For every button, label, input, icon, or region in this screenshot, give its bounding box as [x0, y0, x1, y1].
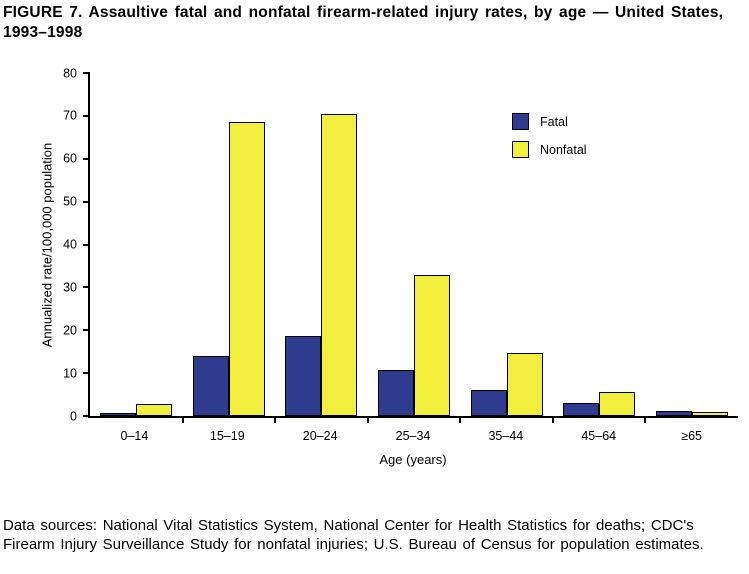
y-axis: 0 10 20 30 40 50 60 70 80 [30, 67, 90, 422]
legend-swatch-fatal [512, 113, 529, 130]
legend-label: Nonfatal [540, 142, 587, 157]
legend-swatch-nonfatal [512, 141, 529, 158]
bar-fatal [192, 355, 229, 416]
figure-title: FIGURE 7. Assaultive fatal and nonfatal … [3, 4, 724, 42]
bar-fatal [100, 413, 137, 416]
y-tick [83, 329, 90, 332]
bar-nonfatal [228, 122, 265, 416]
bar-nonfatal [414, 275, 451, 416]
y-tick [83, 286, 90, 289]
bar-group [275, 73, 368, 416]
y-tick [83, 157, 90, 160]
x-tick [551, 416, 554, 423]
y-tick-label: 50 [63, 194, 77, 209]
y-tick-label: 30 [63, 280, 77, 295]
legend-label: Fatal [540, 114, 568, 129]
bar-group [553, 73, 646, 416]
y-tick-label: 70 [63, 108, 77, 123]
bar-fatal [563, 403, 600, 416]
data-sources-note: Data sources: National Vital Statistics … [3, 517, 704, 553]
y-tick-label: 40 [63, 237, 77, 252]
y-tick-label: 0 [70, 408, 77, 423]
y-tick [83, 243, 90, 246]
bar-group [368, 73, 461, 416]
x-tick-label: 0–14 [120, 429, 149, 443]
bar-fatal [470, 390, 507, 416]
legend-entry: Fatal [512, 113, 587, 130]
x-tick-label: 45–64 [581, 429, 617, 443]
bar-nonfatal [321, 113, 358, 416]
bar-fatal [378, 370, 415, 416]
x-axis-labels: 0–14 15–19 20–24 25–34 35–44 45–64 ≥65 [88, 429, 738, 443]
x-tick-label: 20–24 [302, 429, 338, 443]
y-tick-label: 10 [63, 365, 77, 380]
x-tick-label: 25–34 [395, 429, 431, 443]
plot-area: 0 10 20 30 40 50 60 70 80 Fatal Nonfatal [63, 67, 738, 423]
bar-group [183, 73, 276, 416]
y-tick [83, 114, 90, 117]
bar-group [90, 73, 183, 416]
y-tick-label: 20 [63, 323, 77, 337]
x-tick [366, 416, 369, 423]
bar-nonfatal [599, 391, 636, 416]
legend: Fatal Nonfatal [512, 113, 587, 169]
x-tick [459, 416, 462, 423]
y-tick [83, 200, 90, 203]
x-axis-label: Age (years) [379, 452, 447, 467]
legend-entry: Nonfatal [512, 141, 587, 158]
x-tick [181, 416, 184, 423]
bar-fatal [655, 410, 692, 416]
bar-groups [90, 73, 738, 416]
y-tick-label: 80 [63, 65, 77, 80]
bar-fatal [285, 336, 322, 416]
bar-group [460, 73, 553, 416]
x-tick [274, 416, 277, 423]
bar-group [645, 73, 738, 416]
bar-nonfatal [691, 412, 728, 416]
y-tick [83, 372, 90, 375]
y-tick [83, 72, 90, 74]
y-tick-label: 60 [63, 151, 77, 166]
x-tick-label: 15–19 [209, 429, 245, 443]
x-tick-label: ≥65 [681, 429, 702, 443]
x-axis-ticks [90, 416, 738, 424]
bar-nonfatal [136, 404, 173, 416]
x-tick-label: 35–44 [488, 429, 524, 443]
x-tick [644, 416, 647, 423]
bar-nonfatal [506, 353, 543, 416]
y-tick [83, 415, 90, 417]
